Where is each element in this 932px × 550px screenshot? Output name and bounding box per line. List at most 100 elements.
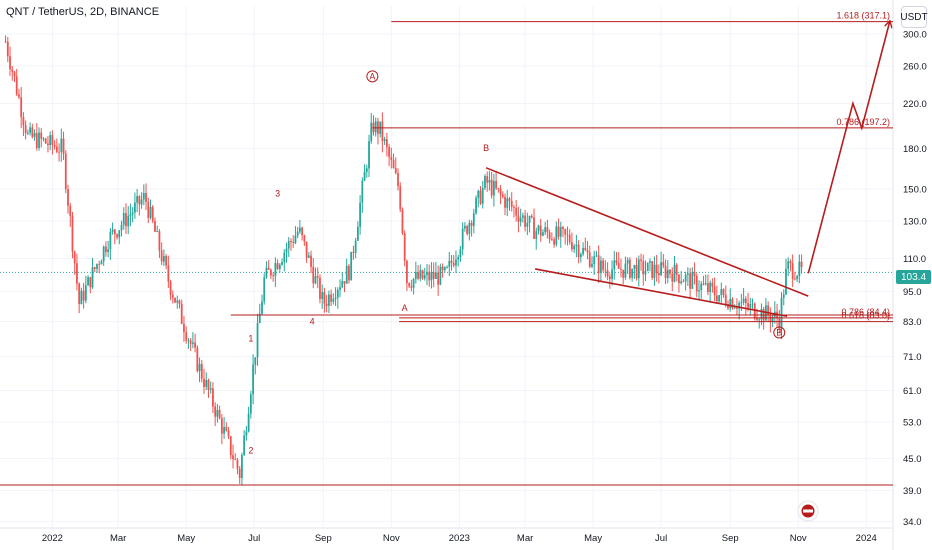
candle [154,220,156,232]
x-tick-label: Sep [315,533,332,544]
candle [758,319,761,321]
wave-label: B [776,327,782,337]
candle [388,147,390,157]
candle [568,234,571,243]
candle [44,138,47,144]
candle [439,266,442,285]
candle [443,267,446,271]
candle [131,212,134,215]
candle [35,133,38,148]
candle [29,127,32,133]
candle [492,180,495,196]
candle [593,256,596,264]
candle [539,225,542,236]
candle [24,125,27,134]
candle [653,264,656,279]
candle [455,259,457,266]
candle [316,276,319,278]
candle [608,276,611,279]
candle [798,261,801,277]
candle [553,239,555,245]
y-tick-label: 45.0 [903,454,922,465]
last-price-label: 103.4 [896,270,931,284]
candle [470,222,473,226]
candle [657,273,660,276]
candle [642,261,645,275]
candle [640,259,642,262]
candle [301,227,304,236]
candle [421,270,424,279]
candle [261,301,263,314]
candle [252,364,254,395]
candle [767,305,770,316]
candle [711,282,714,287]
x-tick-label: Sep [722,533,739,544]
candle [504,196,506,208]
x-tick-label: 2023 [449,533,470,544]
candle [506,198,509,208]
candle [800,261,803,268]
candle [127,215,130,227]
candle [457,257,460,260]
candle [368,141,370,169]
candle [406,260,408,284]
candle [26,132,29,134]
projection-path [807,22,889,274]
candle [437,272,440,285]
candle [265,267,268,278]
candle [73,251,76,264]
candle [606,270,609,277]
candle [566,234,569,236]
candle [339,287,341,290]
candle [611,269,613,279]
candle [151,206,154,221]
candle [488,179,491,183]
candle [510,200,513,207]
candle [631,268,634,278]
candle [174,297,176,303]
candle [742,298,745,303]
candle [426,271,428,276]
candle [207,380,210,390]
candle [169,281,172,295]
candle [200,363,203,379]
level-label: 0.786 (84.4) [841,307,890,317]
candle [323,292,326,304]
candle [575,244,578,247]
candle [305,241,308,258]
candle [550,239,553,240]
candle [646,262,649,271]
candle [91,267,94,288]
candle [673,264,676,282]
candle [430,272,433,281]
candle [171,294,174,298]
y-tick-label: 34.0 [903,517,922,528]
candle [660,262,663,276]
candle [370,122,373,142]
candle [122,213,125,225]
candle [441,266,444,271]
candle [666,269,669,278]
candle [419,270,422,279]
candle [731,298,734,309]
currency-button[interactable]: USDT [900,6,928,28]
candle [325,303,328,306]
candle [67,189,69,206]
candle [695,275,698,292]
candle [129,214,132,216]
symbol-title: QNT / TetherUS, 2D, BINANCE [6,6,160,18]
candle [281,262,283,265]
wave-circle [366,70,379,83]
candle [69,205,72,216]
candle [709,282,712,293]
candle [662,262,665,266]
candle [256,323,259,358]
candle [6,41,9,57]
candle [214,406,217,417]
candle [452,263,455,266]
candle [82,290,85,301]
candle [546,227,549,233]
candle [47,143,49,146]
